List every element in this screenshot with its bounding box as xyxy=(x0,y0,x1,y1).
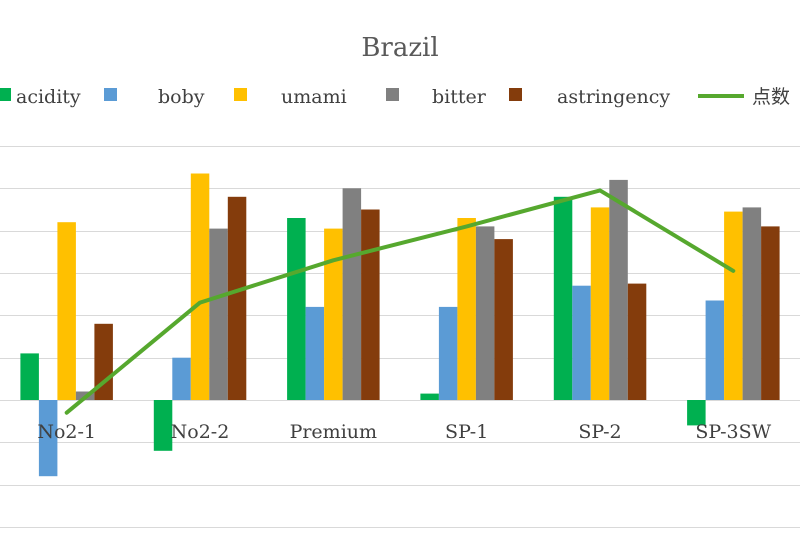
legend: acidity boby umami bitter astringency 点数 xyxy=(0,86,790,108)
category-label: SP-3SW xyxy=(695,421,771,443)
legend-marker-astringency xyxy=(509,88,522,101)
category-label: SP-1 xyxy=(445,421,488,443)
bar-acidity-SP-3SW xyxy=(687,400,706,426)
category-label: No2-2 xyxy=(171,421,230,443)
bar-acidity-Premium xyxy=(287,218,306,400)
legend-label-bitter: bitter xyxy=(432,86,487,108)
bar-astringency-SP-2 xyxy=(627,283,647,400)
bar-series xyxy=(20,173,780,477)
line-series xyxy=(64,188,736,415)
bar-acidity-SP-2 xyxy=(553,196,573,400)
bar-boby-SP-1 xyxy=(438,306,458,400)
bar-boby-SP-2 xyxy=(572,285,591,400)
category-label: No2-1 xyxy=(37,421,96,443)
legend-marker-acidity xyxy=(0,88,11,101)
bar-acidity-No2-1 xyxy=(20,353,39,400)
bar-acidity-SP-1 xyxy=(420,393,439,400)
legend-label-score: 点数 xyxy=(752,86,790,108)
legend-label-boby: boby xyxy=(158,86,205,108)
category-label: Premium xyxy=(290,421,377,443)
legend-marker-umami xyxy=(234,88,247,101)
bar-astringency-SP-3SW xyxy=(761,226,780,400)
legend-label-acidity: acidity xyxy=(16,86,81,108)
legend-marker-boby xyxy=(104,88,117,101)
bar-bitter-Premium xyxy=(342,188,362,400)
legend-label-astringency: astringency xyxy=(557,86,670,108)
bar-bitter-No2-2 xyxy=(209,228,228,400)
category-label: SP-2 xyxy=(578,421,621,443)
legend-marker-bitter xyxy=(386,88,399,101)
bar-boby-SP-3SW xyxy=(705,300,725,400)
bar-umami-No2-2 xyxy=(190,173,210,400)
bar-astringency-No2-2 xyxy=(227,196,247,400)
legend-label-umami: umami xyxy=(281,86,347,108)
bar-umami-SP-2 xyxy=(590,207,610,400)
bar-astringency-Premium xyxy=(361,209,380,400)
bar-umami-No2-1 xyxy=(57,222,76,400)
bar-bitter-SP-3SW xyxy=(742,207,762,400)
gridlines xyxy=(0,146,800,528)
bar-umami-SP-3SW xyxy=(724,211,743,400)
bar-astringency-SP-1 xyxy=(494,239,513,400)
line-点数 xyxy=(64,188,736,415)
bar-umami-SP-1 xyxy=(457,218,476,400)
bar-acidity-No2-2 xyxy=(153,400,173,451)
bar-boby-No2-1 xyxy=(38,400,58,477)
category-labels: No2-1 No2-2 Premium SP-1 SP-2 SP-3SW xyxy=(37,421,771,443)
bar-boby-No2-2 xyxy=(172,357,191,400)
bar-boby-Premium xyxy=(305,306,325,400)
bar-umami-Premium xyxy=(324,228,343,400)
bar-bitter-SP-1 xyxy=(475,226,495,400)
chart-title: Brazil xyxy=(361,33,438,63)
bar-bitter-SP-2 xyxy=(609,179,628,400)
